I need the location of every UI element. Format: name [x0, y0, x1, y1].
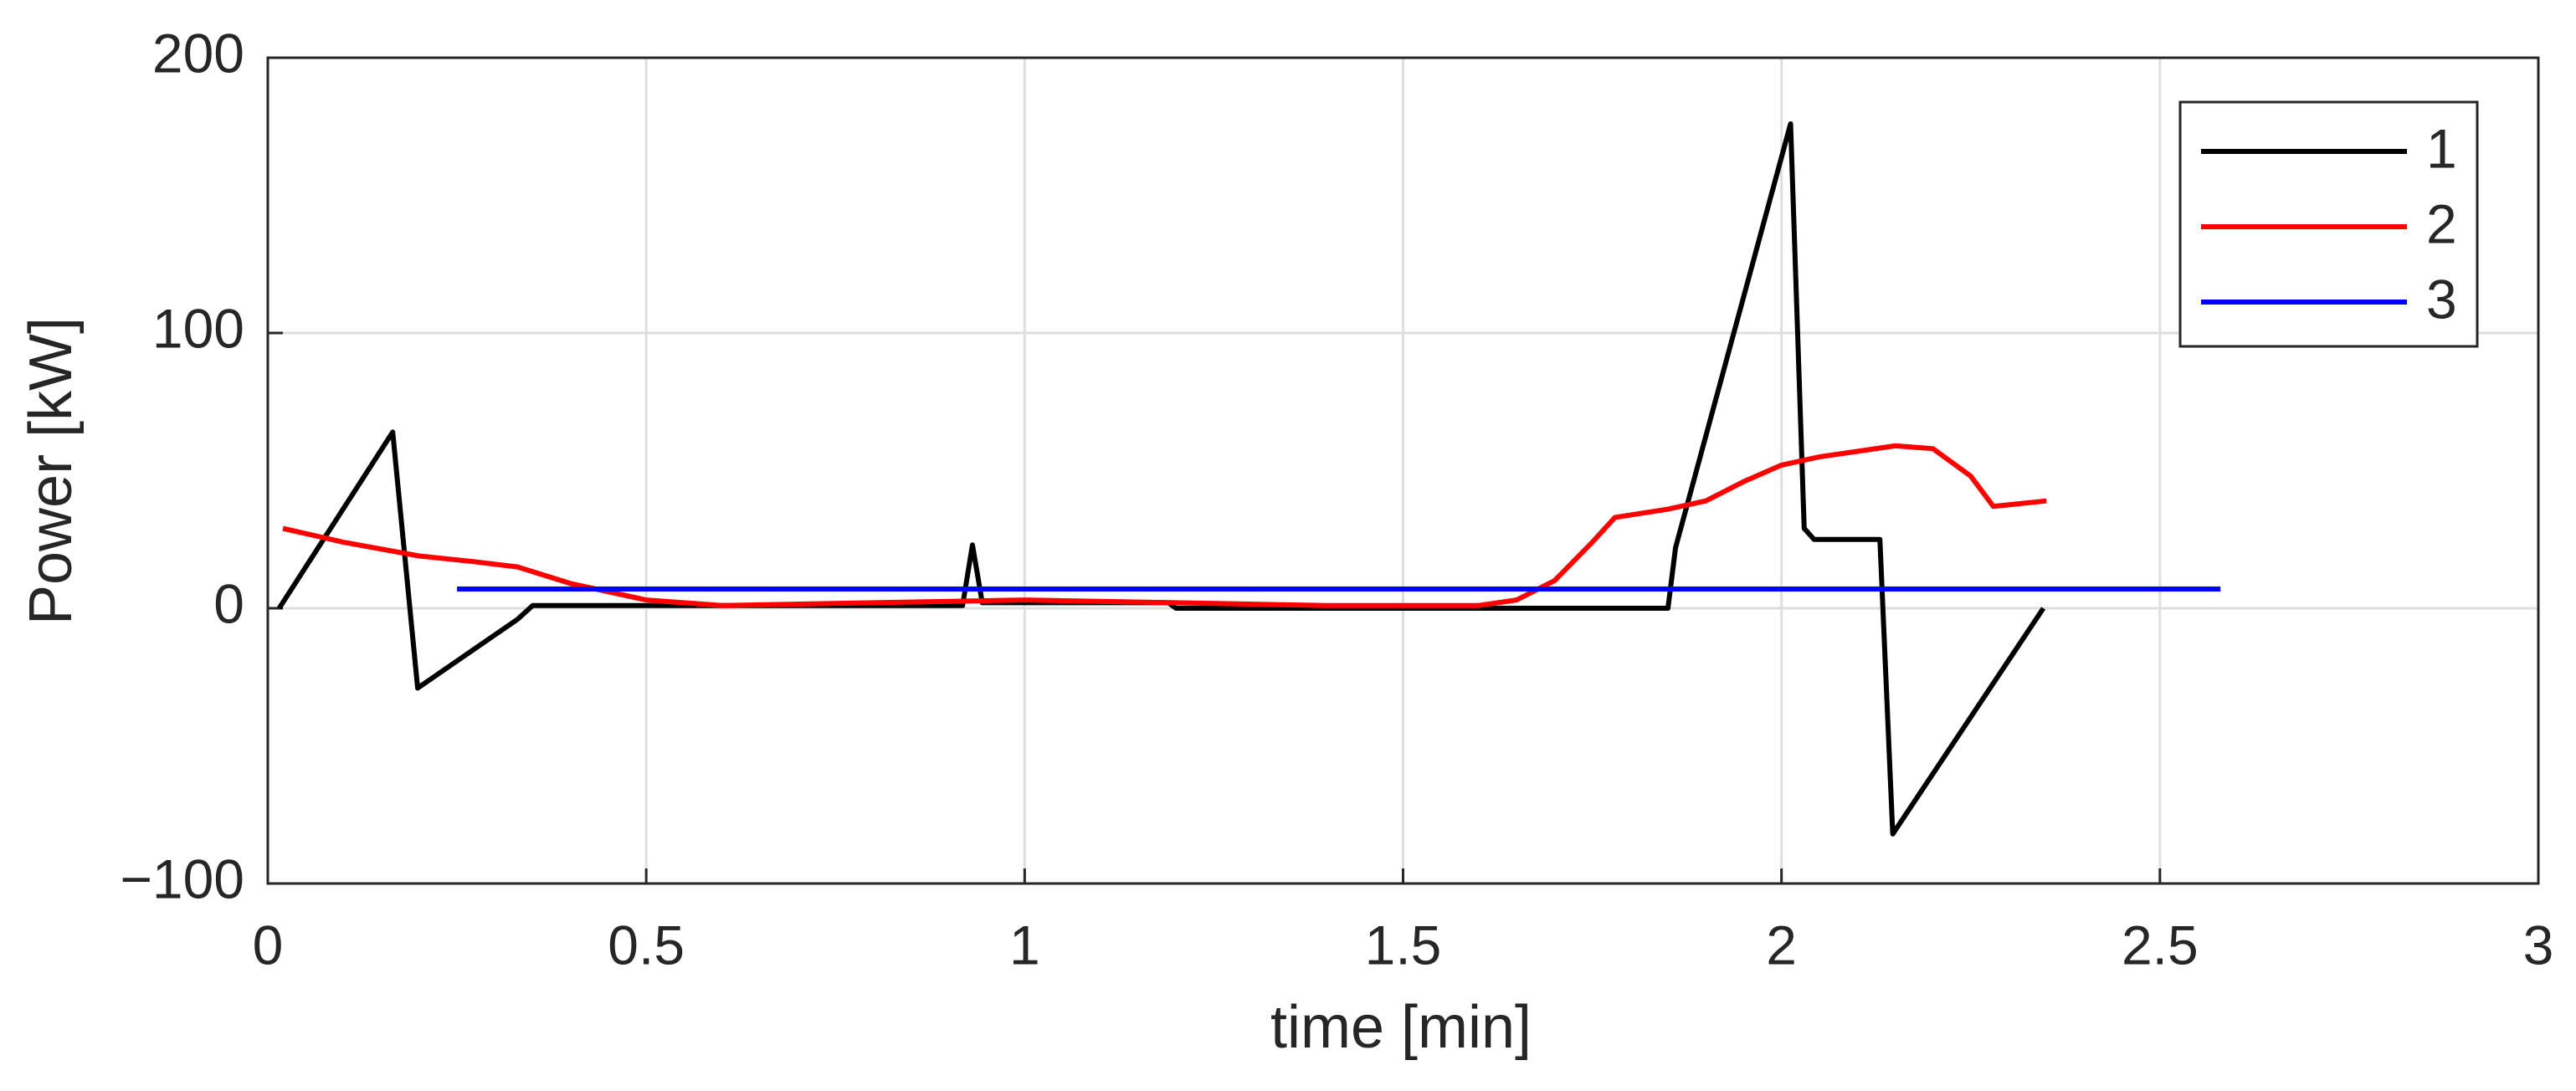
y-axis-label: Power [kW]: [18, 317, 85, 625]
x-tick-label: 0: [253, 914, 284, 976]
y-tick-label: −100: [120, 848, 244, 909]
x-tick-label: 3: [2523, 914, 2554, 976]
x-tick-label: 1.5: [1365, 914, 1442, 976]
x-axis-label: time [min]: [1270, 994, 1532, 1061]
y-tick-label: 0: [213, 572, 244, 634]
legend-label: 3: [2426, 268, 2457, 330]
plot-frame: [266, 56, 2540, 885]
line-series: [277, 120, 2046, 837]
x-tick-label: 0.5: [608, 914, 685, 976]
x-tick-label: 2: [1766, 914, 1797, 976]
legend-label: 2: [2426, 192, 2457, 254]
y-tick-label: 100: [152, 297, 244, 359]
x-tick-label: 1: [1009, 914, 1040, 976]
x-tick-label: 2.5: [2122, 914, 2199, 976]
y-tick-label: 200: [152, 22, 244, 84]
legend-label: 1: [2426, 117, 2457, 179]
